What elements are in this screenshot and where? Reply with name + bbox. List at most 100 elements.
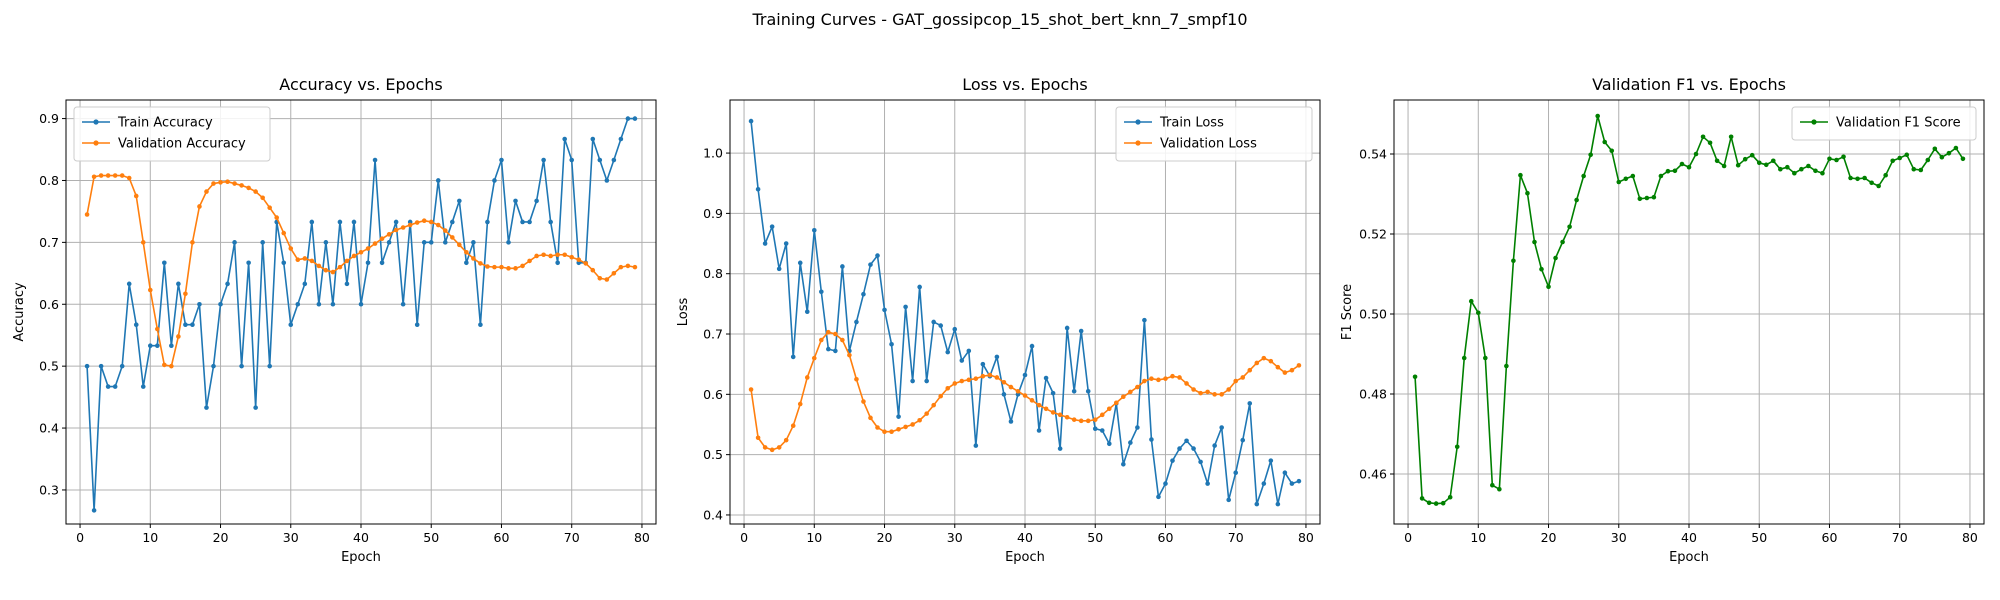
data-point bbox=[1261, 355, 1267, 361]
data-point bbox=[337, 219, 343, 225]
data-point bbox=[1296, 478, 1302, 484]
data-point bbox=[833, 331, 838, 337]
data-point bbox=[1128, 389, 1133, 395]
data-point bbox=[225, 281, 230, 287]
data-point bbox=[1756, 160, 1762, 166]
data-point bbox=[833, 348, 838, 354]
y-tick-label: 0.54 bbox=[1359, 147, 1387, 162]
data-point bbox=[959, 378, 965, 384]
x-tick-label: 50 bbox=[423, 530, 439, 545]
data-point bbox=[783, 437, 789, 443]
data-point bbox=[889, 429, 894, 435]
data-point bbox=[861, 291, 866, 297]
data-point bbox=[288, 246, 294, 251]
data-point bbox=[211, 181, 216, 186]
data-point bbox=[597, 157, 603, 163]
data-point bbox=[302, 256, 308, 261]
data-point bbox=[1177, 375, 1182, 380]
data-point bbox=[1553, 255, 1558, 261]
data-point bbox=[84, 212, 90, 217]
data-point bbox=[428, 240, 434, 245]
data-point bbox=[748, 387, 754, 392]
data-point bbox=[534, 198, 539, 204]
data-point bbox=[1539, 266, 1544, 272]
data-point bbox=[506, 240, 511, 245]
y-tick-label: 0.46 bbox=[1359, 467, 1387, 482]
data-point bbox=[1085, 418, 1091, 424]
subplot-title: Loss vs. Epochs bbox=[962, 75, 1087, 94]
data-point bbox=[854, 319, 859, 325]
data-point bbox=[534, 253, 539, 259]
y-tick-label: 0.8 bbox=[703, 266, 723, 281]
data-point bbox=[840, 264, 845, 269]
data-point bbox=[1770, 158, 1776, 164]
data-point bbox=[126, 175, 132, 181]
data-point bbox=[442, 240, 448, 245]
data-point bbox=[478, 261, 483, 266]
data-point bbox=[1918, 167, 1924, 173]
data-point bbox=[1099, 412, 1105, 418]
data-point bbox=[804, 375, 810, 380]
data-point bbox=[903, 424, 908, 430]
data-point bbox=[471, 240, 476, 245]
data-point bbox=[1043, 406, 1049, 412]
data-point bbox=[590, 136, 596, 142]
data-point bbox=[1525, 190, 1530, 196]
data-point bbox=[1282, 470, 1288, 476]
data-point bbox=[1412, 374, 1418, 380]
data-point bbox=[379, 260, 385, 266]
data-point bbox=[1219, 392, 1224, 397]
data-point bbox=[492, 178, 497, 183]
data-point bbox=[783, 241, 789, 246]
data-point bbox=[632, 116, 638, 121]
data-point bbox=[1609, 148, 1615, 154]
data-point bbox=[1792, 170, 1797, 176]
legend-label: Validation Loss bbox=[1160, 137, 1257, 152]
data-point bbox=[562, 252, 567, 258]
data-point bbox=[1198, 459, 1203, 465]
data-point bbox=[618, 136, 624, 142]
data-point bbox=[330, 269, 336, 275]
x-tick-label: 20 bbox=[1541, 530, 1557, 545]
data-point bbox=[804, 309, 810, 315]
x-tick-label: 80 bbox=[634, 530, 650, 545]
data-point bbox=[819, 289, 824, 295]
legend-marker bbox=[1135, 140, 1141, 146]
data-point bbox=[1433, 501, 1439, 506]
y-tick-label: 0.6 bbox=[39, 297, 59, 312]
data-point bbox=[1212, 443, 1217, 448]
data-point bbox=[1142, 317, 1147, 323]
data-point bbox=[428, 219, 434, 225]
data-point bbox=[267, 363, 272, 369]
data-point bbox=[1700, 134, 1706, 140]
data-point bbox=[1163, 376, 1168, 381]
data-point bbox=[112, 173, 118, 178]
data-point bbox=[917, 417, 922, 423]
data-point bbox=[1149, 376, 1154, 381]
x-axis-label: Epoch bbox=[341, 550, 381, 565]
loss-subplot: 0 10 20 30 40 50 60 70 80 0.4 0.5 0.6 0.7 0.8 0.9 1.0 Lo… bbox=[676, 75, 1321, 565]
data-point bbox=[1721, 163, 1727, 169]
y-tick-label: 0.50 bbox=[1359, 307, 1387, 322]
data-point bbox=[1205, 481, 1210, 486]
data-point bbox=[1121, 461, 1126, 467]
data-point bbox=[1029, 343, 1035, 349]
legend: Validation F1 Score bbox=[1791, 106, 1977, 141]
data-point bbox=[140, 384, 146, 389]
data-point bbox=[1275, 364, 1281, 370]
legend-marker bbox=[1811, 119, 1817, 125]
data-point bbox=[183, 322, 188, 327]
data-point bbox=[1454, 444, 1460, 450]
data-point bbox=[583, 261, 589, 266]
data-point bbox=[162, 260, 167, 266]
data-point bbox=[854, 376, 859, 382]
data-point bbox=[176, 334, 181, 339]
data-point bbox=[910, 378, 915, 384]
data-point bbox=[372, 157, 378, 163]
data-point bbox=[1191, 446, 1196, 451]
data-point bbox=[755, 186, 761, 192]
data-point bbox=[260, 195, 265, 201]
data-point bbox=[548, 219, 553, 225]
data-point bbox=[1707, 140, 1713, 146]
data-point bbox=[400, 225, 406, 230]
